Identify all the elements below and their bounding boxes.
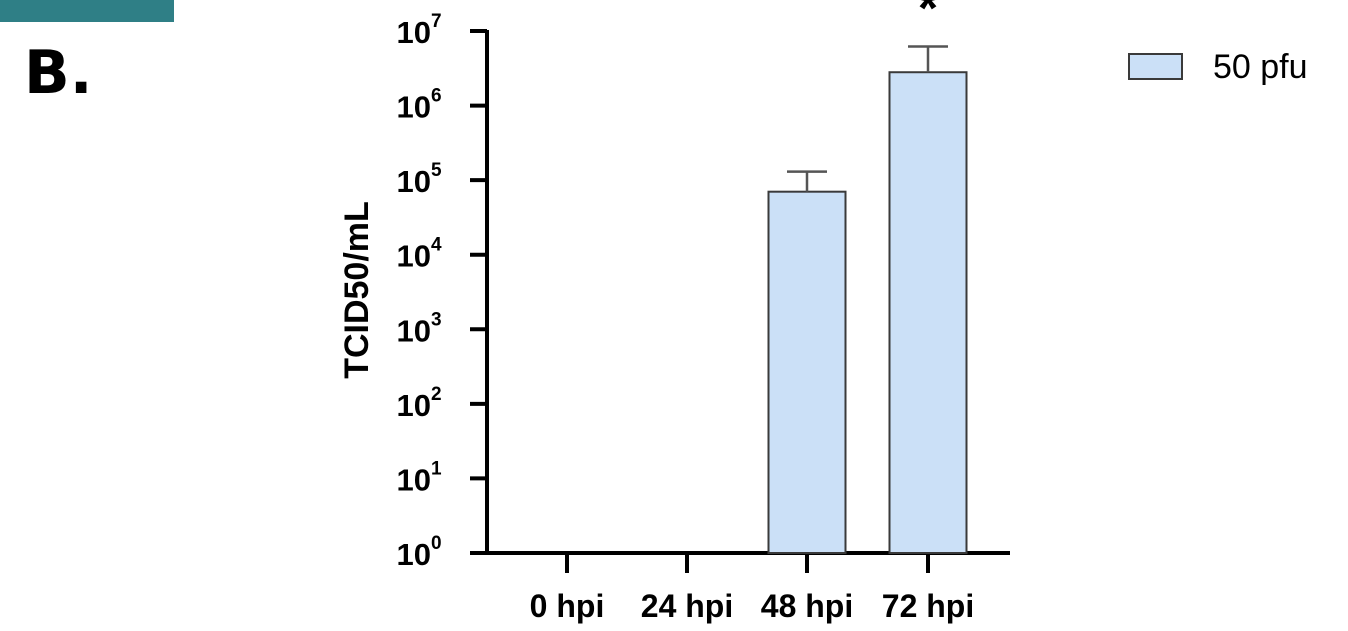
panel-label: B. [24, 38, 93, 108]
y-tick-base: 10 [397, 313, 431, 348]
y-tick-base: 10 [397, 537, 431, 572]
y-tick-exponent: 4 [431, 235, 442, 256]
legend-label: 50 pfu [1213, 48, 1308, 86]
y-tick-base: 10 [397, 164, 431, 199]
y-tick-base: 10 [397, 462, 431, 497]
x-tick-label: 0 hpi [530, 588, 605, 624]
y-tick-label: 10 [397, 388, 431, 423]
y-tick-label: 10 [397, 15, 431, 50]
y-tick-label: 10 [397, 239, 431, 274]
y-tick-label: 10 [397, 90, 431, 125]
significance-asterisk: * [918, 0, 939, 38]
y-tick-exponent: 2 [431, 384, 442, 405]
y-tick-exponent: 6 [431, 86, 442, 107]
y-tick-exponent: 7 [431, 11, 442, 32]
corner-accent-bar [0, 0, 174, 22]
bar [767, 190, 847, 554]
y-tick-base: 10 [397, 388, 431, 423]
y-tick-base: 10 [397, 90, 431, 125]
y-tick-exponent: 0 [431, 533, 442, 554]
x-tick-label: 24 hpi [641, 588, 733, 624]
y-tick-exponent: 1 [431, 458, 442, 479]
x-axis: 0 hpi 24 hpi 48 hpi 72 hpi [485, 551, 1010, 624]
error-bars [787, 45, 948, 192]
y-tick-base: 10 [397, 15, 431, 50]
y-tick-exponent: 3 [431, 309, 442, 330]
x-tick-label: 48 hpi [761, 588, 853, 624]
y-tick-base: 10 [397, 239, 431, 274]
y-tick-label: 10 [397, 462, 431, 497]
x-tick-label: 72 hpi [882, 588, 974, 624]
legend: 50 pfu [1128, 48, 1308, 86]
y-tick-label: 10 [397, 164, 431, 199]
y-tick-exponent: 5 [431, 160, 442, 181]
y-tick-label: 10 [397, 537, 431, 572]
bar [888, 71, 968, 554]
annotations: * [918, 0, 939, 38]
bars [767, 71, 968, 554]
y-tick-label: 10 [397, 313, 431, 348]
y-axis-title: TCID50/mL [338, 201, 376, 379]
legend-swatch [1128, 53, 1183, 80]
